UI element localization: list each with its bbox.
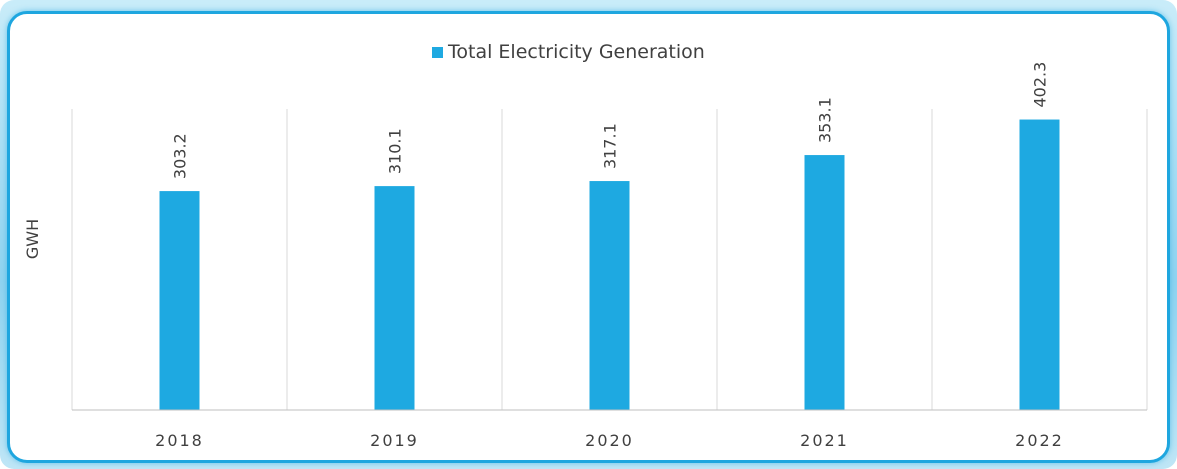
category-separators [71, 109, 1148, 410]
bar-2018 [159, 191, 200, 410]
data-label-2019: 310.1 [386, 128, 405, 174]
y-axis-label: GWH [23, 219, 42, 259]
x-tick-label-2021: 2021 [800, 431, 849, 450]
data-labels: 303.2 310.1 317.1 353.1 402.3 [171, 62, 1050, 179]
x-tick-label-2019: 2019 [370, 431, 419, 450]
data-label-2021: 353.1 [816, 97, 835, 143]
legend: Total Electricity Generation [432, 41, 705, 63]
x-tick-label-2020: 2020 [585, 431, 634, 450]
x-tick-label-2018: 2018 [155, 431, 204, 450]
chart-card: Total Electricity Generation GWH 303.2 31… [7, 11, 1170, 463]
bar-2020 [589, 181, 630, 410]
data-label-2018: 303.2 [171, 133, 190, 179]
x-tick-label-2022: 2022 [1015, 431, 1064, 450]
bar-2019 [374, 186, 415, 410]
bar-2021 [804, 155, 845, 410]
data-label-2022: 402.3 [1031, 62, 1050, 108]
data-label-2020: 317.1 [601, 123, 620, 169]
legend-label: Total Electricity Generation [447, 41, 705, 63]
bars [159, 119, 1060, 410]
bar-2022 [1019, 119, 1060, 410]
bar-chart: Total Electricity Generation GWH 303.2 31… [23, 41, 1148, 450]
legend-swatch [432, 47, 443, 58]
x-tick-labels: 2018 2019 2020 2021 2022 [155, 431, 1064, 450]
